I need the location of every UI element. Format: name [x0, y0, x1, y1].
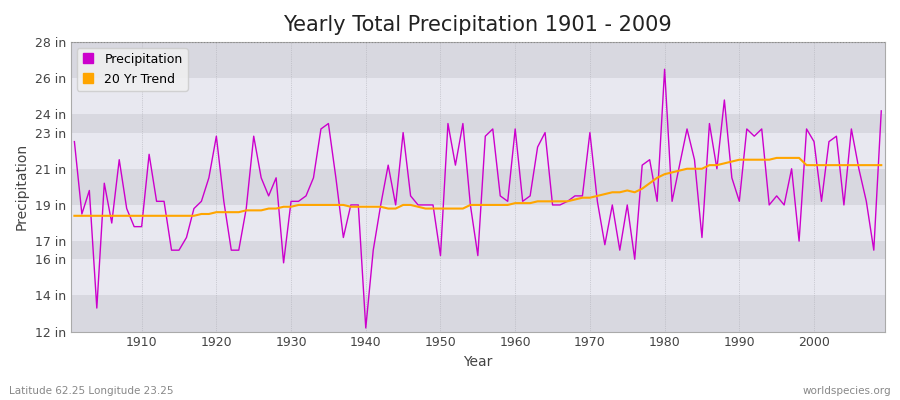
Bar: [71, 205, 885, 241]
Bar: [71, 42, 885, 78]
Bar: [71, 241, 885, 259]
Bar: [71, 295, 885, 332]
Bar: [71, 132, 885, 169]
Bar: [71, 169, 885, 205]
Text: worldspecies.org: worldspecies.org: [803, 386, 891, 396]
Bar: [71, 114, 885, 132]
Title: Yearly Total Precipitation 1901 - 2009: Yearly Total Precipitation 1901 - 2009: [284, 15, 672, 35]
X-axis label: Year: Year: [464, 355, 492, 369]
Legend: Precipitation, 20 Yr Trend: Precipitation, 20 Yr Trend: [76, 48, 188, 91]
Y-axis label: Precipitation: Precipitation: [15, 143, 29, 230]
Text: Latitude 62.25 Longitude 23.25: Latitude 62.25 Longitude 23.25: [9, 386, 174, 396]
Bar: [71, 259, 885, 295]
Bar: [71, 78, 885, 114]
